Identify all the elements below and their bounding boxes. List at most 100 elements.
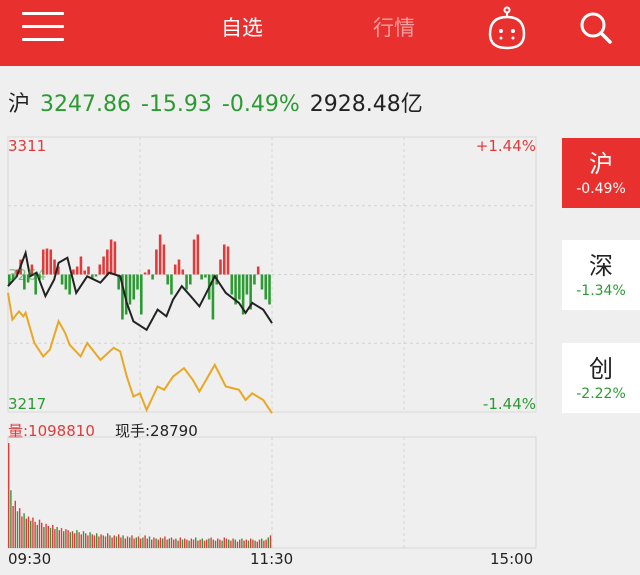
volume-bar: [221, 540, 223, 548]
breadth-bar: [264, 274, 268, 300]
volume-bar: [60, 528, 63, 548]
volume-bar: [67, 530, 69, 548]
volume-bar: [162, 538, 164, 548]
volume-bar: [58, 530, 60, 548]
volume-bar: [210, 537, 212, 548]
volume-bar: [177, 540, 179, 548]
breadth-bar: [121, 274, 124, 320]
breadth-bar: [34, 274, 37, 295]
volume-bar: [82, 531, 85, 548]
volume-bar: [142, 537, 144, 548]
breadth-bar: [260, 274, 264, 290]
volume-bar: [263, 540, 265, 548]
volume-bar: [8, 443, 10, 548]
breadth-bar: [38, 274, 41, 280]
sidebar-item-shenzhen[interactable]: 深 -1.34%: [562, 240, 640, 310]
volume-bar: [41, 522, 43, 548]
volume-bar: [54, 529, 56, 548]
volume-bar: [153, 537, 155, 548]
volume-bar: [155, 538, 157, 548]
volume-bar: [166, 539, 168, 548]
volume-bar: [49, 528, 52, 548]
breadth-bar: [268, 274, 271, 305]
search-icon[interactable]: [578, 10, 614, 46]
breadth-bar: [211, 274, 215, 320]
volume-bar: [254, 540, 256, 548]
volume-bar: [34, 521, 36, 548]
pct-max-label: +1.44%: [475, 137, 536, 155]
volume-bar: [256, 541, 258, 548]
breadth-bar: [26, 274, 30, 283]
volume-bar: [78, 532, 80, 548]
volume-bar: [168, 538, 170, 548]
volume-bar: [258, 539, 261, 548]
volume-bar: [184, 538, 186, 548]
breadth-bar: [117, 274, 120, 290]
volume-bar: [208, 538, 210, 548]
volume-bar: [109, 535, 111, 548]
intraday-chart[interactable]: [0, 0, 560, 575]
volume-bar: [52, 524, 54, 548]
breadth-bar: [204, 274, 207, 278]
breadth-bar: [57, 266, 60, 275]
volume-bar: [76, 530, 78, 548]
volume-bar: [206, 539, 208, 548]
volume-bar: [234, 539, 236, 548]
volume-bar: [69, 532, 71, 548]
volume-bar: [214, 540, 217, 548]
volume-bar: [47, 525, 49, 548]
breadth-bar: [234, 274, 237, 305]
volume-bar: [36, 524, 38, 548]
volume-bar: [98, 536, 100, 548]
breadth-bar: [75, 266, 79, 275]
time-label-midday: 11:30: [250, 550, 294, 568]
market-name: 沪: [8, 92, 31, 117]
volume-bar: [93, 535, 96, 548]
breadth-bar: [30, 264, 34, 275]
volume-bar: [241, 538, 243, 548]
volume-bar: [269, 535, 272, 548]
volume-bar: [131, 535, 133, 548]
volume-bar: [23, 513, 25, 548]
volume-bar: [157, 539, 159, 548]
volume-bar: [230, 540, 232, 548]
breadth-bar: [53, 259, 56, 275]
sidebar-item-label: 创: [589, 355, 613, 383]
sidebar-item-chinext[interactable]: 创 -2.22%: [562, 343, 640, 413]
volume-bar: [80, 534, 82, 548]
volume-bar: [96, 533, 98, 548]
breadth-bar: [151, 274, 154, 280]
robot-icon[interactable]: [484, 6, 530, 52]
breadth-bar: [98, 264, 102, 275]
volume-bar: [133, 538, 135, 548]
volume-bar: [265, 539, 267, 548]
menu-icon[interactable]: [22, 12, 64, 42]
breadth-bar: [87, 266, 90, 275]
volume-bar: [85, 533, 87, 548]
volume-bar: [126, 536, 129, 548]
volume-bar: [228, 539, 230, 548]
volume-bar: [74, 533, 76, 548]
volume-bar: [91, 534, 93, 548]
breadth-bar: [72, 269, 75, 275]
volume-bar: [144, 535, 146, 548]
breadth-bar: [8, 274, 11, 285]
sidebar-item-pct: -0.49%: [576, 181, 626, 197]
breadth-bar: [41, 249, 45, 275]
breadth-bar: [113, 241, 117, 275]
breadth-bar: [200, 274, 203, 280]
volume-bar: [122, 535, 124, 548]
index-change-pct: -0.49%: [221, 92, 300, 117]
sidebar-item-shanghai[interactable]: 沪 -0.49%: [562, 138, 640, 208]
breadth-bar: [83, 270, 86, 275]
volume-bar: [111, 537, 113, 548]
volume-bar: [236, 541, 239, 548]
tab-watchlist[interactable]: 自选: [221, 16, 263, 40]
breadth-bar: [136, 274, 139, 290]
index-quote: 沪 3247.86 -15.93 -0.49% 2928.48亿: [8, 86, 433, 118]
tab-market[interactable]: 行情: [373, 16, 415, 40]
volume-bar: [87, 535, 89, 548]
volume-bar: [199, 539, 201, 548]
breadth-bar: [124, 274, 128, 315]
volume-bar: [100, 534, 102, 548]
